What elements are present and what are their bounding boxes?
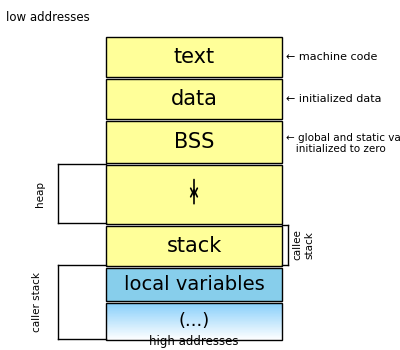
Bar bbox=[106, 332, 282, 333]
Bar bbox=[106, 325, 282, 326]
Bar bbox=[106, 318, 282, 319]
Text: callee
stack: callee stack bbox=[292, 230, 314, 260]
Bar bbox=[106, 303, 282, 304]
Bar bbox=[106, 304, 282, 305]
Bar bbox=[106, 268, 282, 301]
Bar bbox=[106, 334, 282, 335]
Bar bbox=[106, 317, 282, 318]
Bar bbox=[106, 315, 282, 316]
Text: stack: stack bbox=[166, 236, 222, 256]
Bar bbox=[106, 319, 282, 320]
Text: ← initialized data: ← initialized data bbox=[286, 94, 382, 104]
Bar bbox=[106, 310, 282, 311]
Bar bbox=[106, 307, 282, 308]
Bar bbox=[106, 313, 282, 314]
Bar bbox=[106, 323, 282, 324]
Bar bbox=[106, 314, 282, 315]
Text: text: text bbox=[174, 47, 214, 67]
Text: ← machine code: ← machine code bbox=[286, 52, 377, 62]
Bar bbox=[106, 321, 282, 322]
Bar bbox=[106, 328, 282, 329]
Bar bbox=[106, 329, 282, 330]
Text: (...): (...) bbox=[178, 312, 210, 330]
Text: ← global and static variables
   initialized to zero: ← global and static variables initialize… bbox=[286, 133, 400, 154]
Bar bbox=[106, 121, 282, 163]
Bar bbox=[106, 336, 282, 337]
Bar bbox=[106, 312, 282, 313]
Bar bbox=[106, 320, 282, 321]
Bar bbox=[106, 322, 282, 323]
Bar bbox=[106, 79, 282, 119]
Bar bbox=[106, 37, 282, 77]
Bar bbox=[106, 311, 282, 312]
Text: heap: heap bbox=[35, 181, 45, 206]
Bar bbox=[106, 316, 282, 317]
Text: caller stack: caller stack bbox=[32, 272, 42, 332]
Bar bbox=[106, 318, 282, 319]
Text: local variables: local variables bbox=[124, 275, 264, 294]
Bar bbox=[106, 339, 282, 340]
Bar bbox=[106, 331, 282, 332]
Text: data: data bbox=[170, 89, 218, 109]
Bar bbox=[106, 305, 282, 306]
Text: high addresses: high addresses bbox=[149, 335, 239, 348]
Bar bbox=[106, 338, 282, 339]
Bar bbox=[106, 303, 282, 340]
Bar bbox=[106, 333, 282, 334]
Bar bbox=[106, 308, 282, 309]
Bar bbox=[106, 327, 282, 328]
Bar bbox=[106, 330, 282, 331]
Bar bbox=[106, 335, 282, 336]
Bar bbox=[106, 226, 282, 266]
Bar bbox=[106, 326, 282, 327]
Bar bbox=[106, 309, 282, 310]
Bar bbox=[106, 306, 282, 307]
Text: low addresses: low addresses bbox=[6, 11, 90, 24]
Text: BSS: BSS bbox=[174, 132, 214, 152]
Bar bbox=[106, 164, 282, 224]
Bar bbox=[106, 337, 282, 338]
Bar bbox=[106, 324, 282, 325]
